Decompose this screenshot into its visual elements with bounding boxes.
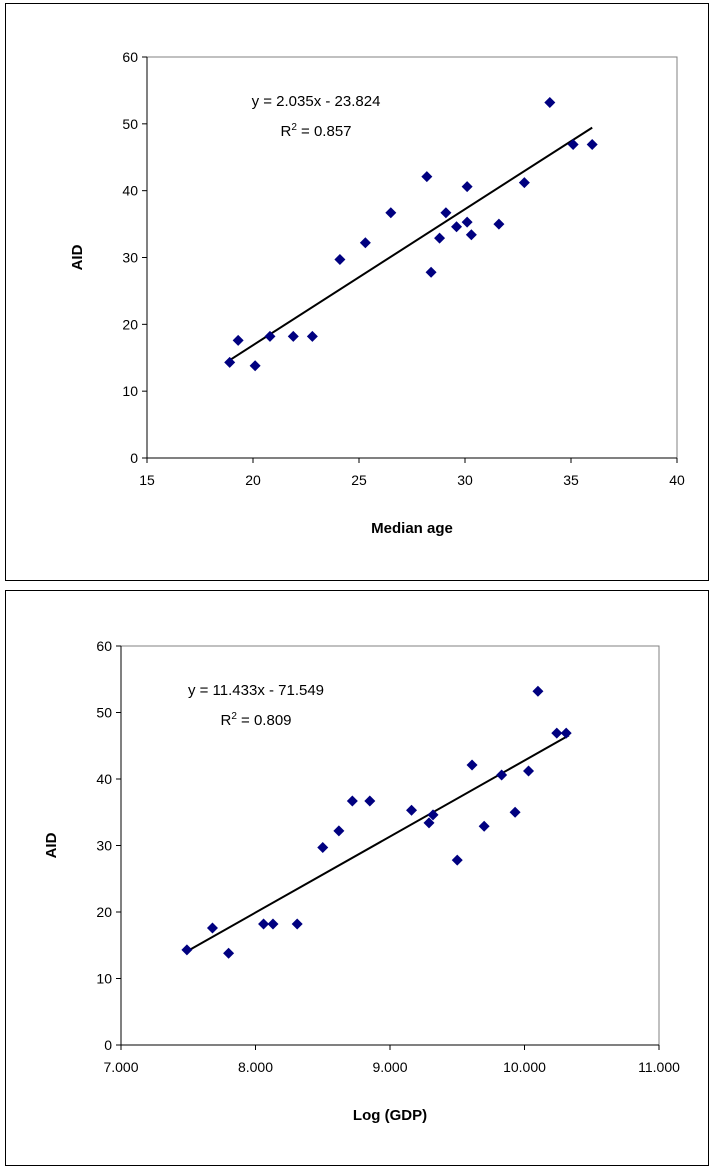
data-point [224,356,236,368]
data-point [181,944,193,956]
scatter-plot-log-gdp: 0 10 20 30 40 50 60 7.000 8.000 9.000 10.000 11.000… [43,638,680,1124]
data-point [425,266,437,278]
plot-area [146,56,678,459]
x-tick-label: 9.000 [372,1059,407,1075]
trendline [229,126,593,362]
data-point [440,207,452,219]
chart-median-age: 0 10 20 30 40 50 60 15 20 25 30 35 40 Median age AID y … [5,3,709,581]
data-point [249,360,261,372]
data-point [496,769,508,781]
y-tick-label: 30 [96,838,112,854]
y-tick-label: 40 [96,771,112,787]
data-point [560,727,572,739]
data-point [551,727,563,739]
y-tick-label: 20 [96,904,112,920]
data-point [421,171,433,183]
data-point [478,820,490,832]
data-point [451,221,463,233]
data-point [544,96,556,108]
x-tick-label: 30 [457,472,473,488]
data-point [291,918,303,930]
x-axis-title: Log (GDP) [353,1107,427,1124]
x-tick-label: 10.000 [503,1059,546,1075]
data-point [267,918,279,930]
data-point [359,237,371,249]
y-tick-label: 50 [122,116,138,132]
data-point [317,841,329,853]
data-point [232,334,244,346]
data-point [509,806,521,818]
x-tick-label: 35 [563,472,579,488]
data-point [532,685,544,697]
data-point [364,795,376,807]
r-squared-label: R2 = 0.857 [280,122,351,140]
y-tick-label: 40 [122,183,138,199]
data-point [461,216,473,228]
data-point [333,825,345,837]
data-point [451,854,463,866]
y-tick-label: 60 [96,638,112,654]
data-point [306,330,318,342]
data-point [334,254,346,266]
x-tick-label: 8.000 [238,1059,273,1075]
data-point [466,759,478,771]
y-tick-label: 50 [96,705,112,721]
trendline-equation: y = 11.433x - 71.549 [188,682,324,699]
data-point [406,804,418,816]
data-point [385,207,397,219]
chart-log-gdp: 0 10 20 30 40 50 60 7.000 8.000 9.000 10.000 11.000… [5,590,709,1166]
data-point [423,817,435,829]
data-point [264,330,276,342]
y-tick-label: 10 [96,971,112,987]
trendline [187,734,570,952]
plot-area [120,645,660,1046]
y-axis-title: AID [43,832,60,858]
data-point [567,139,579,151]
y-tick-label: 30 [122,250,138,266]
x-axis-title: Median age [371,520,453,537]
data-point [461,181,473,193]
x-tick-label: 20 [245,472,261,488]
y-tick-label: 0 [130,450,138,466]
data-point [287,330,299,342]
data-point [493,218,505,230]
x-tick-label: 25 [351,472,367,488]
data-point [206,922,218,934]
y-axis-title: AID [69,244,86,270]
trendline-equation: y = 2.035x - 23.824 [252,93,381,110]
y-tick-label: 0 [104,1037,112,1053]
data-point [465,229,477,241]
x-tick-label: 15 [139,472,155,488]
r-squared-label: R2 = 0.809 [220,711,291,729]
x-tick-label: 40 [669,472,685,488]
data-point [434,232,446,244]
y-tick-label: 60 [122,49,138,65]
y-tick-label: 10 [122,383,138,399]
x-tick-label: 11.000 [638,1059,680,1075]
data-point [223,947,235,959]
scatter-plot-median-age: 0 10 20 30 40 50 60 15 20 25 30 35 40 Median age AID y … [69,49,685,537]
data-point [523,765,535,777]
y-tick-label: 20 [122,316,138,332]
x-tick-label: 7.000 [103,1059,138,1075]
data-point [346,795,358,807]
data-point [258,918,270,930]
data-point [586,139,598,151]
data-point [427,809,439,821]
data-point [518,177,530,189]
